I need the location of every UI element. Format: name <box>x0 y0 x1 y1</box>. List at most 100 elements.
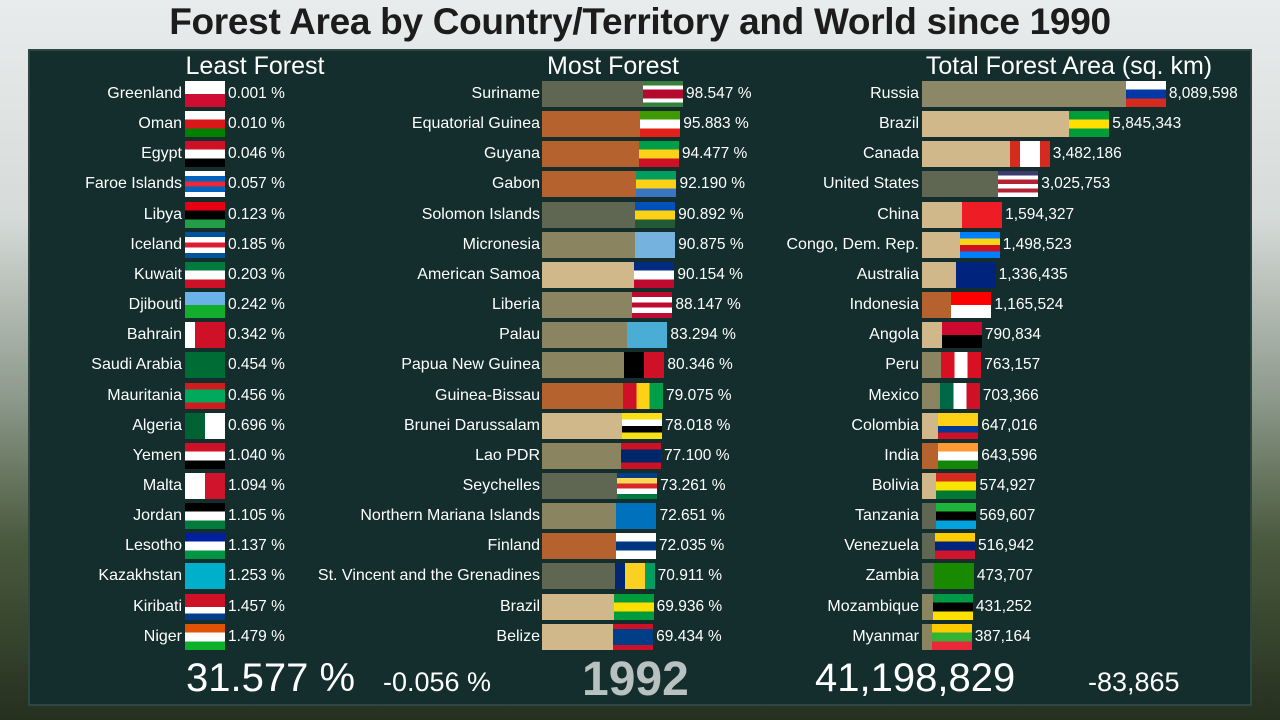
bar <box>922 171 999 198</box>
country-label: Greenland <box>107 85 182 102</box>
chart-row: China 1,594,327 <box>0 201 1280 228</box>
flag-icon <box>621 442 662 469</box>
chart-row: Palau 83.294 % <box>0 322 1280 349</box>
chart-row: Saudi Arabia 0.454 % <box>0 352 1280 379</box>
flag-icon <box>185 623 225 650</box>
bar <box>542 81 643 107</box>
country-label: Northern Mariana Islands <box>360 507 540 525</box>
value-label: 88.147 % <box>675 296 741 314</box>
chart-row: Equatorial Guinea 95.883 % <box>0 111 1280 138</box>
bar <box>922 201 963 228</box>
value-label: 72.651 % <box>659 507 725 525</box>
chart-row: St. Vincent and the Grenadines 70.911 % <box>0 563 1280 590</box>
value-label: 0.342 % <box>228 326 285 344</box>
country-label: Canada <box>862 145 919 163</box>
chart-row: Russia 8,089,598 <box>0 81 1280 107</box>
value-label: 1.457 % <box>228 597 285 615</box>
world-percent-change: -0.056 % <box>383 667 492 697</box>
bar <box>922 352 942 379</box>
world-forest-percent: 31.577 % <box>186 656 356 700</box>
country-label: St. Vincent and the Grenadines <box>317 567 540 585</box>
value-label: 78.018 % <box>664 416 731 434</box>
country-label: Solomon Islands <box>421 205 540 223</box>
flag-icon <box>635 231 676 258</box>
value-label: 0.123 % <box>228 205 285 223</box>
chart-row: Greenland 0.001 % <box>0 81 1280 107</box>
flag-icon <box>185 533 225 560</box>
country-label: Faroe Islands <box>85 175 182 193</box>
flag-icon <box>185 593 225 620</box>
flag-icon <box>185 141 225 168</box>
bar <box>542 261 635 288</box>
most-forest-header: Most Forest <box>547 52 679 80</box>
flag-icon <box>185 503 225 530</box>
chart-row: Indonesia 1,165,524 <box>0 292 1280 319</box>
chart-row: Mauritania 0.456 % <box>0 382 1280 409</box>
value-label: 77.100 % <box>664 446 730 464</box>
value-label: 1.479 % <box>228 627 285 645</box>
chart-row: Djibouti 0.242 % <box>0 292 1280 319</box>
flag-icon <box>613 623 654 650</box>
bar <box>542 472 618 499</box>
total-forest-header: Total Forest Area (sq. km) <box>925 52 1213 80</box>
chart-row: United States 3,025,753 <box>0 171 1280 198</box>
country-label: Guyana <box>483 145 540 163</box>
value-label: 569,607 <box>979 507 1036 525</box>
country-label: Belize <box>496 627 540 645</box>
country-label: Brunei Darussalam <box>403 416 540 434</box>
world-total-change: -83,865 <box>1088 667 1180 697</box>
value-label: 1,498,523 <box>1002 235 1072 253</box>
value-label: 90.875 % <box>678 235 744 253</box>
flag-icon <box>185 442 225 469</box>
value-label: 1.040 % <box>228 446 285 464</box>
value-label: 0.203 % <box>228 265 285 283</box>
value-label: 94.477 % <box>681 145 748 163</box>
year-label: 1992 <box>582 653 689 706</box>
flag-icon <box>935 533 976 560</box>
value-label: 1,165,524 <box>994 296 1064 314</box>
chart-row: Brazil 5,845,343 <box>0 111 1280 138</box>
flag-icon <box>185 81 225 107</box>
bar <box>922 322 942 349</box>
value-label: 0.454 % <box>228 356 285 374</box>
country-label: Equatorial Guinea <box>411 115 540 133</box>
chart-row: Jordan 1.105 % <box>0 503 1280 530</box>
bar <box>922 563 934 590</box>
country-label: Iceland <box>130 235 182 253</box>
value-label: 574,927 <box>979 476 1036 494</box>
value-label: 95.883 % <box>683 115 749 133</box>
bar <box>542 412 622 439</box>
value-label: 0.046 % <box>228 145 285 163</box>
country-label: Finland <box>487 537 540 555</box>
value-label: 1,336,435 <box>998 265 1068 283</box>
value-label: 387,164 <box>974 627 1031 645</box>
bar <box>542 292 633 319</box>
country-label: Seychelles <box>462 476 540 494</box>
flag-icon <box>185 412 225 439</box>
value-label: 1.137 % <box>228 537 285 555</box>
flag-icon <box>635 201 676 228</box>
country-label: Liberia <box>491 296 540 314</box>
value-label: 90.892 % <box>678 205 744 223</box>
bar <box>922 231 960 258</box>
chart-row: Guinea-Bissau 79.075 % <box>0 382 1280 409</box>
country-label: Colombia <box>851 416 919 434</box>
country-label: Yemen <box>132 446 182 464</box>
flag-icon <box>185 231 225 258</box>
flag-icon <box>627 322 668 349</box>
flag-icon <box>613 593 654 620</box>
country-label: Jordan <box>133 507 182 525</box>
chart-row: Finland 72.035 % <box>0 533 1280 560</box>
chart-row: Iceland 0.185 % <box>0 231 1280 258</box>
bar <box>922 533 936 560</box>
chart-row: Myanmar 387,164 <box>0 623 1280 650</box>
value-label: 1,594,327 <box>1005 205 1075 223</box>
chart-row: Brazil 69.936 % <box>0 593 1280 620</box>
country-label: American Samoa <box>417 265 540 283</box>
country-label: Malta <box>142 476 182 494</box>
bar <box>542 201 636 228</box>
bar <box>542 141 639 168</box>
chart-row: Kuwait 0.203 % <box>0 261 1280 288</box>
value-label: 3,025,753 <box>1041 175 1111 193</box>
chart-row: Zambia 473,707 <box>0 563 1280 590</box>
